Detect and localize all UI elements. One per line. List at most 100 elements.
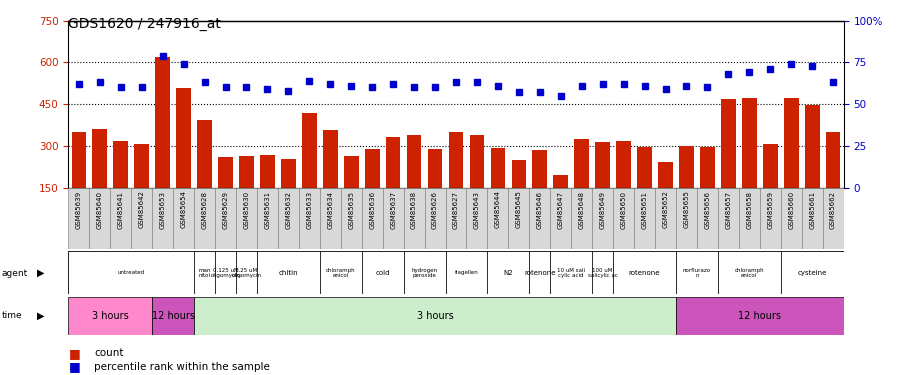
Bar xyxy=(343,156,358,229)
Bar xyxy=(822,188,843,249)
Bar xyxy=(742,98,756,229)
Bar xyxy=(320,251,362,294)
Text: GSM85658: GSM85658 xyxy=(745,190,752,229)
Bar xyxy=(236,188,257,249)
Bar xyxy=(194,251,215,294)
Bar xyxy=(89,188,110,249)
Bar xyxy=(553,175,568,229)
Bar xyxy=(92,129,107,229)
Bar xyxy=(68,188,89,249)
Bar xyxy=(239,156,253,229)
Text: cysteine: cysteine xyxy=(796,270,826,276)
Bar xyxy=(218,158,232,229)
Text: cold: cold xyxy=(375,270,390,276)
Text: GSM85638: GSM85638 xyxy=(411,190,416,229)
Bar xyxy=(528,251,549,294)
Text: 12 hours: 12 hours xyxy=(738,311,781,321)
Text: GDS1620 / 247916_at: GDS1620 / 247916_at xyxy=(68,17,221,31)
Bar xyxy=(637,147,651,229)
Bar xyxy=(469,135,484,229)
Text: GSM85646: GSM85646 xyxy=(537,190,542,229)
Bar xyxy=(299,188,320,249)
Bar xyxy=(68,297,152,334)
Bar xyxy=(511,160,526,229)
Bar xyxy=(322,130,337,229)
Bar xyxy=(362,251,404,294)
Bar xyxy=(236,251,257,294)
Bar xyxy=(549,188,570,249)
Text: GSM85662: GSM85662 xyxy=(829,190,835,229)
Bar xyxy=(616,141,630,229)
Text: GSM85647: GSM85647 xyxy=(558,190,563,229)
Bar xyxy=(448,132,463,229)
Bar xyxy=(385,138,400,229)
Text: ▶: ▶ xyxy=(36,268,44,278)
Text: GSM85650: GSM85650 xyxy=(619,190,626,229)
Bar xyxy=(152,297,194,334)
Text: GSM85659: GSM85659 xyxy=(766,190,773,229)
Bar xyxy=(612,251,675,294)
Text: norflurazo
n: norflurazo n xyxy=(682,268,711,278)
Text: ■: ■ xyxy=(68,360,80,373)
Bar xyxy=(445,251,486,294)
Text: N2: N2 xyxy=(503,270,513,276)
Bar xyxy=(633,188,654,249)
Text: GSM85660: GSM85660 xyxy=(787,190,793,229)
Text: agent: agent xyxy=(2,268,28,278)
Bar xyxy=(717,251,780,294)
Bar xyxy=(257,188,278,249)
Text: 100 uM
salicylic ac: 100 uM salicylic ac xyxy=(587,268,617,278)
Bar xyxy=(197,120,211,229)
Text: GSM85644: GSM85644 xyxy=(495,190,500,228)
Bar xyxy=(783,98,798,229)
Bar xyxy=(700,147,714,229)
Bar xyxy=(591,251,612,294)
Bar xyxy=(528,188,549,249)
Text: 12 hours: 12 hours xyxy=(151,311,194,321)
Text: GSM85653: GSM85653 xyxy=(159,190,166,229)
Bar xyxy=(71,132,87,229)
Bar xyxy=(341,188,362,249)
Bar xyxy=(152,188,173,249)
Bar xyxy=(570,188,591,249)
Text: GSM85657: GSM85657 xyxy=(724,190,731,229)
Text: 1.25 uM
oligomycin: 1.25 uM oligomycin xyxy=(231,268,261,278)
Bar xyxy=(763,144,777,229)
Bar xyxy=(320,188,341,249)
Bar xyxy=(302,113,316,229)
Bar xyxy=(406,135,421,229)
Text: flagellen: flagellen xyxy=(454,270,478,275)
Bar xyxy=(507,188,528,249)
Text: GSM85655: GSM85655 xyxy=(682,190,689,228)
Bar xyxy=(801,188,822,249)
Bar xyxy=(591,188,612,249)
Text: 10 uM sali
cylic acid: 10 uM sali cylic acid xyxy=(557,268,585,278)
Bar xyxy=(194,297,675,334)
Bar xyxy=(383,188,404,249)
Text: GSM85643: GSM85643 xyxy=(474,190,479,229)
Text: 3 hours: 3 hours xyxy=(92,311,128,321)
Text: man
nitol: man nitol xyxy=(198,268,210,278)
Text: GSM85631: GSM85631 xyxy=(264,190,271,229)
Bar xyxy=(532,150,547,229)
Text: GSM85648: GSM85648 xyxy=(578,190,584,229)
Bar xyxy=(675,251,717,294)
Text: GSM85628: GSM85628 xyxy=(201,190,208,229)
Bar xyxy=(425,188,445,249)
Bar xyxy=(759,188,780,249)
Text: GSM85645: GSM85645 xyxy=(516,190,521,228)
Text: chloramph
enicol: chloramph enicol xyxy=(733,268,763,278)
Bar xyxy=(215,251,236,294)
Text: count: count xyxy=(94,348,123,358)
Text: GSM85641: GSM85641 xyxy=(118,190,124,229)
Text: GSM85652: GSM85652 xyxy=(661,190,668,228)
Text: time: time xyxy=(2,311,23,320)
Bar xyxy=(595,142,609,229)
Bar xyxy=(257,251,320,294)
Text: GSM85661: GSM85661 xyxy=(808,190,814,229)
Text: GSM85633: GSM85633 xyxy=(306,190,312,229)
Text: chloramph
enicol: chloramph enicol xyxy=(325,268,355,278)
Text: GSM85649: GSM85649 xyxy=(599,190,605,229)
Text: GSM85636: GSM85636 xyxy=(369,190,374,229)
Bar xyxy=(362,188,383,249)
